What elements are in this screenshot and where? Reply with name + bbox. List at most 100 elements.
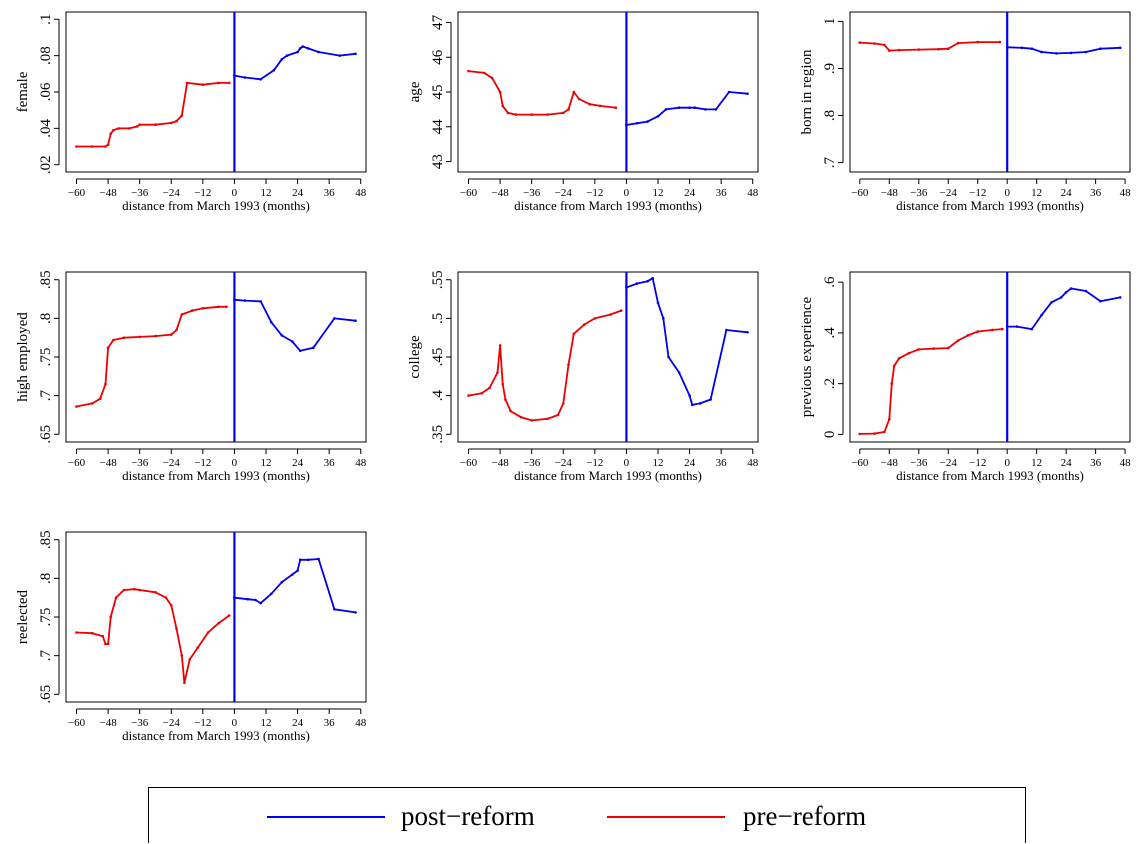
plot-frame [457,271,759,443]
x-tick-label: −48 [491,457,509,469]
data-point-pre [562,111,565,115]
data-point-post [1050,301,1053,304]
data-point-post [233,298,236,302]
data-point-pre [976,330,979,333]
data-point-pre [956,41,960,45]
data-point-pre [201,307,205,310]
data-point-post [298,349,302,353]
data-point-pre [917,48,921,51]
x-tick-label: −60 [851,457,869,469]
x-tick-label: −48 [881,457,899,469]
data-point-pre [883,430,886,434]
y-tick-label: 45 [430,85,446,100]
data-point-pre [191,309,194,312]
x-tick-label: 0 [232,187,238,199]
x-tick-label: −24 [555,187,573,199]
y-tick-label: 1 [822,18,838,26]
x-tick-label: −48 [99,717,117,729]
data-point-pre [201,83,205,86]
x-tick-label: −48 [99,187,117,199]
data-point-pre [598,104,602,108]
data-point-pre [188,658,191,661]
x-tick-label: 24 [1061,457,1073,469]
plot-frame [65,531,367,703]
data-point-post [1055,52,1058,55]
data-point-pre [154,334,157,338]
data-point-post [677,106,681,109]
x-tick-label: −48 [99,457,117,469]
data-point-pre [530,113,533,116]
data-point-pre [101,635,105,638]
x-tick-label: 36 [716,457,728,469]
y-tick-label: .75 [38,608,54,627]
x-tick-label: 48 [747,457,759,469]
x-tick-label: −12 [969,457,986,469]
x-tick-label: 36 [1090,187,1102,199]
data-point-pre [106,642,110,646]
data-point-pre [75,145,78,148]
data-point-pre [175,328,178,332]
data-point-post [667,355,670,359]
data-point-pre [583,323,586,326]
data-point-post [301,45,305,48]
data-point-post [1069,51,1073,55]
data-point-post [635,282,639,285]
data-point-post [254,598,257,602]
x-axis-label: distance from March 1993 (months) [122,198,310,213]
x-tick-label: 12 [261,187,272,199]
series-line-post [626,277,748,406]
data-point-post [338,54,342,57]
panel-5: −60 −48 −36 −24 −12 0 12 24 36 48 distance from Ma… [407,270,759,483]
data-point-post [1005,46,1009,49]
x-tick-label: 0 [1004,457,1010,469]
data-point-pre [180,114,184,117]
data-point-post [1005,325,1009,328]
data-point-post [688,106,691,109]
series-line-post [1007,46,1121,55]
data-point-pre [514,113,518,116]
data-point-pre [154,123,157,126]
y-tick-label: .9 [822,63,838,74]
data-point-post [354,52,357,56]
data-point-pre [114,596,118,599]
y-tick-label: .8 [38,313,54,324]
data-point-post [1084,289,1088,293]
data-point-post [1099,299,1102,303]
y-tick-label: .5 [430,313,446,324]
data-point-post [233,74,236,77]
data-point-post [270,592,273,596]
series-line-pre [468,309,622,422]
data-point-pre [127,127,131,130]
panel-7: −60 −48 −36 −24 −12 0 12 24 36 48 distance from Ma… [15,530,367,743]
data-point-post [259,300,263,303]
series-line-pre [76,305,227,408]
y-tick-label: 43 [430,154,446,169]
data-point-pre [91,145,94,148]
data-point-post [280,334,284,337]
data-point-pre [217,81,220,85]
panel-3: −60 −48 −36 −24 −12 0 12 24 36 48 distance from Ma… [799,11,1131,213]
data-point-post [354,319,357,323]
data-point-pre [185,81,189,85]
data-point-pre [932,347,935,350]
y-tick-label: .75 [38,348,54,367]
series-line-post [234,298,356,352]
data-point-pre [509,409,512,413]
data-point-post [298,558,302,562]
x-tick-label: 48 [355,457,367,469]
data-point-pre [225,305,228,309]
data-point-pre [976,40,979,44]
data-point-pre [170,333,173,336]
data-point-pre [106,346,110,350]
series-line-pre [76,588,230,684]
data-point-pre [567,108,570,111]
data-point-pre [1001,327,1004,331]
data-point-post [714,108,718,111]
data-point-pre [135,125,139,128]
x-tick-label: 12 [1031,187,1042,199]
x-tick-label: 0 [624,457,630,469]
data-point-post [727,90,731,94]
data-point-pre [133,587,136,591]
data-point-pre [496,371,499,374]
